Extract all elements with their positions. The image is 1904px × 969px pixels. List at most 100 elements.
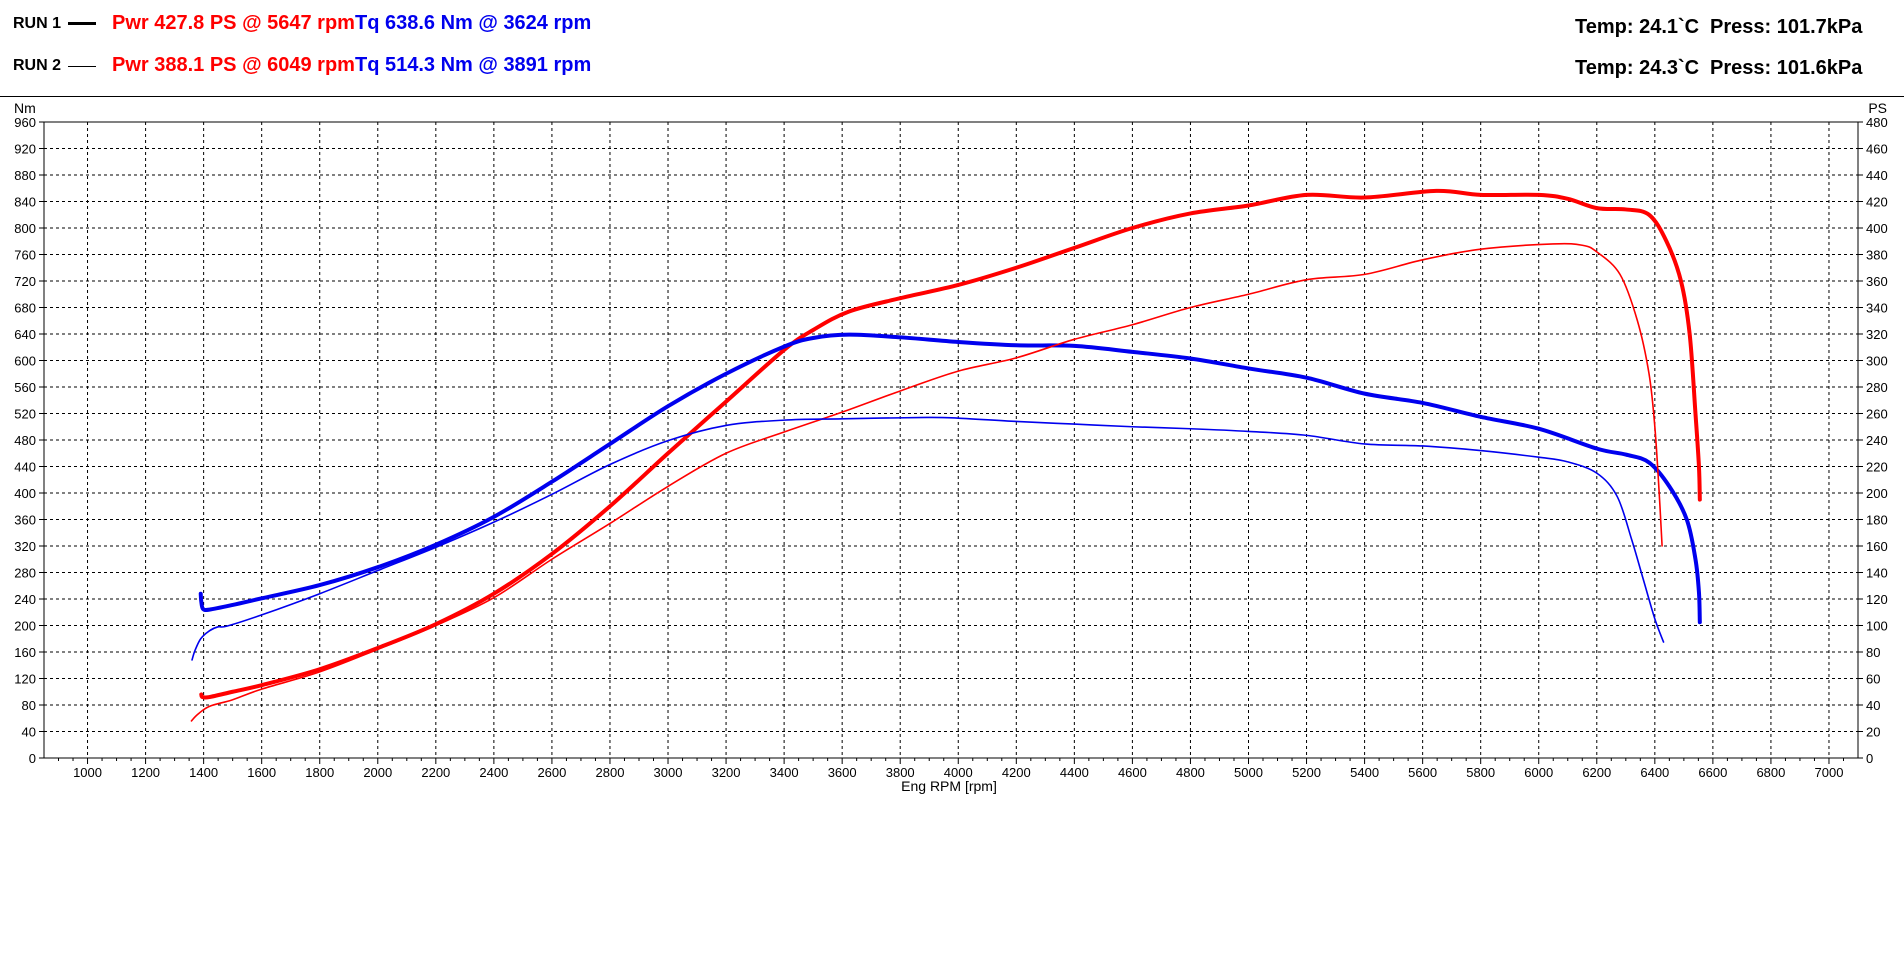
y-left-tick-label: 960 (14, 115, 36, 130)
x-tick-label: 2800 (596, 765, 625, 780)
run1-power-line (199, 188, 1702, 700)
y-left-tick-label: 600 (14, 354, 36, 369)
x-tick-label: 2600 (537, 765, 566, 780)
y-right-tick-label: 140 (1866, 566, 1888, 581)
y-left-tick-label: 440 (14, 460, 36, 475)
run1-power-peak: Pwr 427.8 PS @ 5647 rpm (112, 12, 355, 34)
x-tick-label: 5400 (1350, 765, 1379, 780)
y-left-tick-label: 680 (14, 301, 36, 316)
y-axis-right: 0 20 40 60 80 100 120 140 160 180 200 220 240 260 280 3… (1858, 115, 1888, 766)
y-axis-left-label: Nm (14, 100, 36, 116)
x-tick-label: 1600 (247, 765, 276, 780)
run2-torque-peak: Tq 514.3 Nm @ 3891 rpm (355, 54, 592, 76)
y-right-tick-label: 40 (1866, 698, 1880, 713)
x-tick-label: 6400 (1640, 765, 1669, 780)
y-right-tick-label: 460 (1866, 142, 1888, 157)
x-tick-label: 4800 (1176, 765, 1205, 780)
y-right-tick-label: 360 (1866, 274, 1888, 289)
x-tick-label: 2000 (363, 765, 392, 780)
y-left-tick-label: 840 (14, 195, 36, 210)
y-left-tick-label: 520 (14, 407, 36, 422)
y-left-tick-label: 80 (22, 698, 36, 713)
y-right-tick-label: 200 (1866, 486, 1888, 501)
y-left-tick-label: 0 (29, 751, 36, 766)
x-tick-label: 1000 (73, 765, 102, 780)
y-axis-right-label: PS (1868, 100, 1887, 116)
run2-temperature: Temp: 24.3`C (1575, 57, 1700, 79)
x-tick-label: 4600 (1118, 765, 1147, 780)
grid-lines (44, 122, 1858, 758)
y-left-tick-label: 280 (14, 566, 36, 581)
y-right-tick-label: 120 (1866, 592, 1888, 607)
x-tick-label: 4000 (944, 765, 973, 780)
run-summary-header: RUN 1 Pwr 427.8 PS @ 5647 rpm Tq 638.6 N… (0, 0, 1904, 97)
y-right-tick-label: 480 (1866, 115, 1888, 130)
x-tick-label: 4400 (1060, 765, 1089, 780)
y-right-tick-label: 180 (1866, 513, 1888, 528)
x-tick-label: 2400 (479, 765, 508, 780)
x-tick-label: 1800 (305, 765, 334, 780)
y-left-tick-label: 880 (14, 168, 36, 183)
x-tick-label: 2200 (421, 765, 450, 780)
run2-power-peak: Pwr 388.1 PS @ 6049 rpm (112, 54, 355, 76)
run2-torque-line (191, 416, 1665, 661)
x-tick-label: 1400 (189, 765, 218, 780)
y-right-tick-label: 60 (1866, 672, 1880, 687)
y-left-tick-label: 40 (22, 725, 36, 740)
x-axis-label: Eng RPM [rpm] (901, 778, 997, 794)
run1-line-swatch (68, 22, 96, 25)
y-left-tick-label: 800 (14, 221, 36, 236)
x-tick-label: 7000 (1815, 765, 1844, 780)
y-left-tick-label: 240 (14, 592, 36, 607)
y-left-tick-label: 160 (14, 645, 36, 660)
run2-power-line (190, 242, 1663, 722)
x-tick-label: 6600 (1698, 765, 1727, 780)
y-right-tick-label: 0 (1866, 751, 1873, 766)
y-right-tick-label: 160 (1866, 539, 1888, 554)
dyno-chart: 1000 1200 1400 1600 1800 2000 2200 2400 2600 2800… (14, 100, 1888, 794)
x-axis: 1000 1200 1400 1600 1800 2000 2200 2400 2600 2800… (58, 758, 1844, 780)
y-right-tick-label: 420 (1866, 195, 1888, 210)
run2-line-swatch (68, 66, 96, 67)
y-left-tick-label: 320 (14, 539, 36, 554)
run1-label: RUN 1 (13, 15, 62, 32)
x-tick-label: 5200 (1292, 765, 1321, 780)
x-tick-label: 5000 (1234, 765, 1263, 780)
x-tick-label: 6200 (1582, 765, 1611, 780)
y-right-tick-label: 100 (1866, 619, 1888, 634)
x-tick-label: 6000 (1524, 765, 1553, 780)
y-left-tick-label: 640 (14, 327, 36, 342)
y-right-tick-label: 240 (1866, 433, 1888, 448)
y-left-tick-label: 400 (14, 486, 36, 501)
y-left-tick-label: 120 (14, 672, 36, 687)
y-right-tick-label: 440 (1866, 168, 1888, 183)
y-left-tick-label: 920 (14, 142, 36, 157)
y-left-tick-label: 200 (14, 619, 36, 634)
y-right-tick-label: 400 (1866, 221, 1888, 236)
run1-pressure: Press: 101.7kPa (1710, 16, 1863, 38)
y-right-tick-label: 80 (1866, 645, 1880, 660)
run2-label: RUN 2 (13, 57, 62, 74)
run2-pressure: Press: 101.6kPa (1710, 57, 1863, 79)
series-lines (190, 188, 1702, 722)
run1-torque-line (198, 332, 1702, 625)
y-right-tick-label: 220 (1866, 460, 1888, 475)
y-axis-left: 0 40 80 120 160 200 240 280 320 360 400 440 480 520 56… (14, 115, 44, 766)
y-right-tick-label: 320 (1866, 327, 1888, 342)
x-tick-label: 5600 (1408, 765, 1437, 780)
x-tick-label: 4200 (1002, 765, 1031, 780)
x-tick-label: 3400 (770, 765, 799, 780)
y-right-tick-label: 20 (1866, 725, 1880, 740)
y-left-tick-label: 720 (14, 274, 36, 289)
x-tick-label: 6800 (1756, 765, 1785, 780)
y-right-tick-label: 280 (1866, 380, 1888, 395)
y-left-tick-label: 760 (14, 248, 36, 263)
y-right-tick-label: 340 (1866, 301, 1888, 316)
run1-torque-peak: Tq 638.6 Nm @ 3624 rpm (355, 12, 592, 34)
y-right-tick-label: 380 (1866, 248, 1888, 263)
y-left-tick-label: 480 (14, 433, 36, 448)
y-left-tick-label: 360 (14, 513, 36, 528)
header-divider (0, 96, 1904, 97)
y-left-tick-label: 560 (14, 380, 36, 395)
y-right-tick-label: 260 (1866, 407, 1888, 422)
